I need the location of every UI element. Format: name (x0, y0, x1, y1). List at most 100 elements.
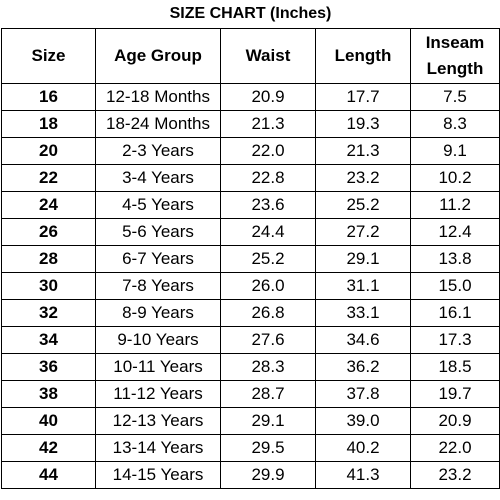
table-cell: 15.0 (410, 272, 500, 300)
table-cell: 23.2 (410, 461, 500, 489)
size-cell: 28 (1, 245, 96, 273)
table-cell: 39.0 (315, 407, 411, 435)
table-cell: 22.0 (410, 434, 500, 462)
table-cell: 7.5 (410, 83, 500, 111)
size-cell: 32 (1, 299, 96, 327)
table-cell: 10.2 (410, 164, 500, 192)
size-cell: 16 (1, 83, 96, 111)
table-cell: 22.0 (220, 137, 316, 165)
table-cell: 14-15 Years (95, 461, 221, 489)
table-title: SIZE CHART (Inches) (1, 0, 500, 29)
table-cell: 9-10 Years (95, 326, 221, 354)
table-row: 44 14-15 Years 29.9 41.3 23.2 (1, 461, 500, 489)
table-cell: 16.1 (410, 299, 500, 327)
table-cell: 8.3 (410, 110, 500, 138)
table-cell: 33.1 (315, 299, 411, 327)
table-cell: 24.4 (220, 218, 316, 246)
size-cell: 36 (1, 353, 96, 381)
table-cell: 25.2 (220, 245, 316, 273)
table-cell: 17.7 (315, 83, 411, 111)
table-cell: 8-9 Years (95, 299, 221, 327)
table-cell: 17.3 (410, 326, 500, 354)
table-body: 16 12-18 Months 20.9 17.7 7.5 18 18-24 Months 2… (1, 83, 500, 489)
table-cell: 23.2 (315, 164, 411, 192)
table-cell: 40.2 (315, 434, 411, 462)
size-cell: 18 (1, 110, 96, 138)
table-cell: 41.3 (315, 461, 411, 489)
table-cell: 12-18 Months (95, 83, 221, 111)
table-cell: 20.9 (410, 407, 500, 435)
size-cell: 26 (1, 218, 96, 246)
table-row: 24 4-5 Years 23.6 25.2 11.2 (1, 191, 500, 219)
table-cell: 12-13 Years (95, 407, 221, 435)
table-row: 30 7-8 Years 26.0 31.1 15.0 (1, 272, 500, 300)
table-row: 36 10-11 Years 28.3 36.2 18.5 (1, 353, 500, 381)
table-cell: 31.1 (315, 272, 411, 300)
table-cell: 9.1 (410, 137, 500, 165)
table-row: 34 9-10 Years 27.6 34.6 17.3 (1, 326, 500, 354)
table-row: 16 12-18 Months 20.9 17.7 7.5 (1, 83, 500, 111)
table-cell: 19.3 (315, 110, 411, 138)
table-cell: 23.6 (220, 191, 316, 219)
table-cell: 29.5 (220, 434, 316, 462)
column-header: Length (315, 28, 411, 84)
table-cell: 29.9 (220, 461, 316, 489)
table-cell: 37.8 (315, 380, 411, 408)
size-cell: 34 (1, 326, 96, 354)
table-row: 26 5-6 Years 24.4 27.2 12.4 (1, 218, 500, 246)
table-cell: 10-11 Years (95, 353, 221, 381)
table-cell: 26.8 (220, 299, 316, 327)
column-header: Age Group (95, 28, 221, 84)
table-cell: 26.0 (220, 272, 316, 300)
header-row: Size Age Group Waist Length Inseam Length (1, 28, 500, 84)
size-cell: 38 (1, 380, 96, 408)
table-cell: 13.8 (410, 245, 500, 273)
table-cell: 28.3 (220, 353, 316, 381)
table-row: 22 3-4 Years 22.8 23.2 10.2 (1, 164, 500, 192)
table-cell: 19.7 (410, 380, 500, 408)
size-cell: 40 (1, 407, 96, 435)
table-cell: 3-4 Years (95, 164, 221, 192)
column-header: Waist (220, 28, 316, 84)
table-cell: 2-3 Years (95, 137, 221, 165)
table-row: 40 12-13 Years 29.1 39.0 20.9 (1, 407, 500, 435)
table-cell: 28.7 (220, 380, 316, 408)
table-row: 42 13-14 Years 29.5 40.2 22.0 (1, 434, 500, 462)
table-cell: 18-24 Months (95, 110, 221, 138)
column-header: Inseam Length (410, 28, 500, 84)
table-cell: 21.3 (220, 110, 316, 138)
table-cell: 11-12 Years (95, 380, 221, 408)
table-cell: 25.2 (315, 191, 411, 219)
table-cell: 36.2 (315, 353, 411, 381)
size-cell: 30 (1, 272, 96, 300)
table-row: 38 11-12 Years 28.7 37.8 19.7 (1, 380, 500, 408)
size-cell: 44 (1, 461, 96, 489)
table-cell: 29.1 (220, 407, 316, 435)
table-row: 18 18-24 Months 21.3 19.3 8.3 (1, 110, 500, 138)
table-row: 20 2-3 Years 22.0 21.3 9.1 (1, 137, 500, 165)
size-cell: 20 (1, 137, 96, 165)
table-cell: 29.1 (315, 245, 411, 273)
title-row: SIZE CHART (Inches) (1, 0, 500, 29)
size-cell: 22 (1, 164, 96, 192)
table-cell: 21.3 (315, 137, 411, 165)
table-cell: 27.2 (315, 218, 411, 246)
size-cell: 42 (1, 434, 96, 462)
table-cell: 34.6 (315, 326, 411, 354)
table-row: 32 8-9 Years 26.8 33.1 16.1 (1, 299, 500, 327)
table-row: 28 6-7 Years 25.2 29.1 13.8 (1, 245, 500, 273)
size-chart-table: SIZE CHART (Inches) Size Age Group Waist Le… (1, 0, 500, 489)
table-cell: 6-7 Years (95, 245, 221, 273)
table-cell: 20.9 (220, 83, 316, 111)
table-cell: 11.2 (410, 191, 500, 219)
table-cell: 4-5 Years (95, 191, 221, 219)
table-cell: 22.8 (220, 164, 316, 192)
table-cell: 18.5 (410, 353, 500, 381)
table-cell: 5-6 Years (95, 218, 221, 246)
table-cell: 12.4 (410, 218, 500, 246)
table-cell: 7-8 Years (95, 272, 221, 300)
column-header: Size (1, 28, 96, 84)
table-cell: 27.6 (220, 326, 316, 354)
table-cell: 13-14 Years (95, 434, 221, 462)
